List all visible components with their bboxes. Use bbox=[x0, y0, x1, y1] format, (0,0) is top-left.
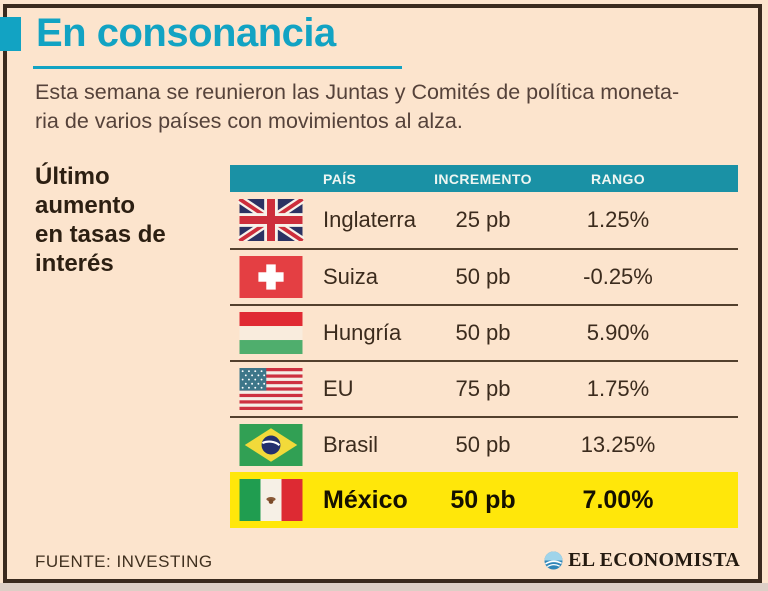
increment-cell: 50 pb bbox=[450, 485, 516, 514]
range-cell: -0.25% bbox=[583, 264, 653, 289]
el-economista-globe-icon bbox=[544, 551, 563, 570]
table-row: Hungría 50 pb 5.90% bbox=[230, 304, 738, 360]
country-cell: Brasil bbox=[323, 432, 379, 457]
source-note: FUENTE: INVESTING bbox=[35, 552, 213, 571]
increment-cell: 50 pb bbox=[455, 320, 511, 345]
header-incremento: INCREMENTO bbox=[434, 170, 532, 187]
side-label-line: en tasas de bbox=[35, 221, 166, 248]
flag-cell bbox=[230, 424, 323, 466]
range-cell: 1.75% bbox=[586, 376, 650, 401]
page-title: En consonancia bbox=[36, 11, 336, 55]
table-row: Inglaterra 25 pb 1.25% bbox=[230, 192, 738, 248]
increment-cell: 50 pb bbox=[455, 432, 511, 457]
mexico-flag-icon bbox=[238, 479, 304, 521]
country-cell: México bbox=[323, 485, 408, 514]
increment-cell: 75 pb bbox=[455, 376, 511, 401]
range-cell: 7.00% bbox=[582, 485, 654, 514]
subtitle-line-1: Esta semana se reunieron las Juntas y Co… bbox=[35, 80, 680, 104]
country-cell: EU bbox=[323, 376, 354, 401]
subtitle: Esta semana se reunieron las Juntas y Co… bbox=[35, 78, 735, 136]
switzerland-flag-icon bbox=[238, 256, 304, 298]
table-row: Suiza 50 pb -0.25% bbox=[230, 248, 738, 304]
brazil-flag-icon bbox=[238, 424, 304, 466]
country-cell: Inglaterra bbox=[323, 207, 416, 232]
subtitle-line-2: ria de varios países con movimientos al … bbox=[35, 109, 463, 133]
header-pais: PAÍS bbox=[323, 170, 357, 187]
increment-cell: 50 pb bbox=[455, 264, 511, 289]
country-cell: Suiza bbox=[323, 264, 379, 289]
side-label-line: interés bbox=[35, 250, 114, 277]
table-row: Brasil 50 pb 13.25% bbox=[230, 416, 738, 472]
flag-cell bbox=[230, 479, 323, 521]
side-label-line: aumento bbox=[35, 192, 136, 219]
range-cell: 1.25% bbox=[586, 207, 650, 232]
title-accent-square bbox=[0, 17, 21, 51]
table-row: México 50 pb 7.00% bbox=[230, 472, 738, 528]
brand-name: EL ECONOMISTA bbox=[568, 549, 740, 571]
flag-cell bbox=[230, 368, 323, 410]
table-row: EU 75 pb 1.75% bbox=[230, 360, 738, 416]
flag-cell bbox=[230, 256, 323, 298]
rates-table: PAÍS INCREMENTO RANGO Inglaterra 25 pb 1… bbox=[230, 165, 738, 528]
hungary-flag-icon bbox=[238, 312, 304, 354]
side-label-line: Último bbox=[35, 163, 110, 190]
side-label: Último aumento en tasas de interés bbox=[35, 162, 166, 278]
table-header: PAÍS INCREMENTO RANGO bbox=[230, 165, 738, 192]
country-cell: Hungría bbox=[323, 320, 402, 345]
range-cell: 5.90% bbox=[586, 320, 650, 345]
us-flag-icon bbox=[238, 368, 304, 410]
brand-logo: EL ECONOMISTA bbox=[544, 549, 740, 572]
header-rango: RANGO bbox=[590, 170, 646, 187]
bottom-edge-strip bbox=[0, 583, 768, 591]
flag-cell bbox=[230, 312, 323, 354]
increment-cell: 25 pb bbox=[455, 207, 511, 232]
range-cell: 13.25% bbox=[580, 432, 656, 457]
table-body: Inglaterra 25 pb 1.25% Suiza 50 pb -0.25… bbox=[230, 192, 738, 528]
uk-flag-icon bbox=[238, 199, 304, 241]
title-underline bbox=[33, 66, 402, 69]
flag-cell bbox=[230, 199, 323, 241]
